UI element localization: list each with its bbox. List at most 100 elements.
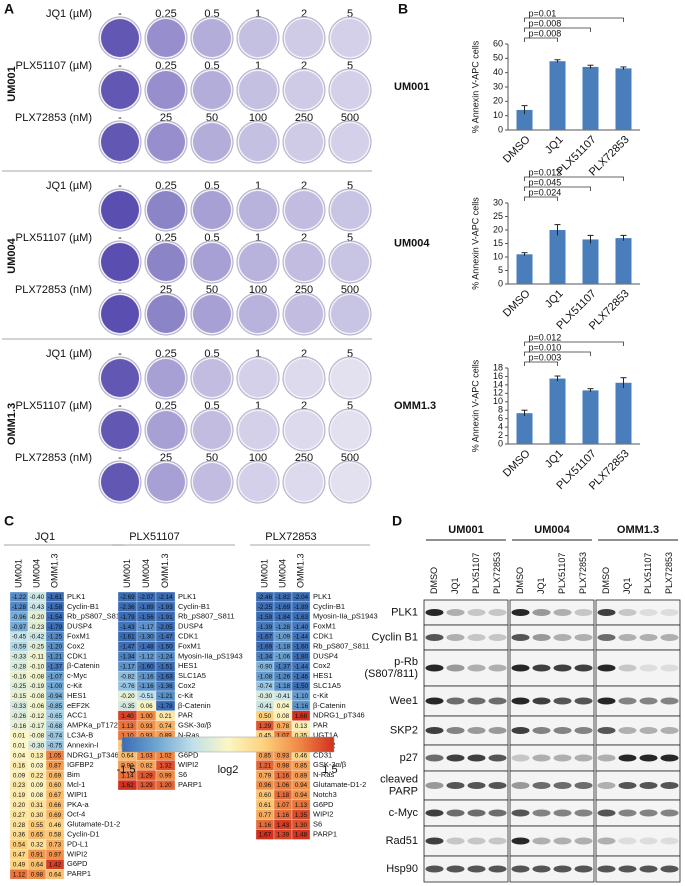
blot-band — [511, 754, 530, 762]
gene-label: Notch3 — [313, 790, 337, 799]
lane-label: PLX51107 — [557, 553, 567, 594]
cell-value: 1.07 — [277, 802, 290, 809]
x-tick-label: JQ1 — [543, 448, 566, 471]
cell-value: -1.34 — [258, 654, 273, 661]
blot-band — [488, 754, 507, 762]
gene-label: Rb_pS807_S811 — [178, 612, 235, 621]
cell-value: 0.32 — [31, 842, 44, 849]
plate-stain — [147, 191, 185, 229]
plate-stain — [285, 243, 323, 281]
heatmap-cell — [45, 869, 65, 880]
protein-label: SKP2 — [390, 724, 418, 736]
cell-line-label: UM001 — [6, 66, 18, 101]
dose-label: 2 — [301, 60, 307, 72]
column-label: UM001 — [122, 559, 132, 588]
column-label: UM001 — [13, 559, 23, 588]
cell-value: 0.99 — [159, 772, 172, 779]
blot-band — [467, 782, 486, 789]
gene-label: S6 — [178, 770, 187, 779]
blot-band — [446, 697, 465, 705]
blot-band — [467, 634, 486, 641]
blot-band — [660, 634, 679, 641]
blot-band — [574, 782, 593, 789]
cell-value: -1.82 — [276, 594, 291, 601]
lane-label: PLX72853 — [492, 552, 502, 594]
cell-value: 1.29 — [259, 723, 272, 730]
cell-value: -1.24 — [158, 654, 173, 661]
cell-value: -1.21 — [48, 654, 63, 661]
panel-label: D — [392, 513, 402, 529]
gene-label: β-Catenin — [178, 701, 211, 710]
cell-value: -0.19 — [30, 683, 45, 690]
cell-value: -0.17 — [30, 723, 45, 730]
cell-value: -1.50 — [294, 683, 309, 690]
cell-value: 0.60 — [259, 792, 272, 799]
plate-stain — [285, 359, 323, 397]
y-tick-label: 0 — [498, 278, 503, 288]
cell-value: 0.93 — [140, 733, 153, 740]
cell-value: -0.41 — [258, 703, 273, 710]
cell-value: -0.16 — [12, 723, 27, 730]
plate — [190, 16, 234, 60]
blot-band — [618, 609, 637, 616]
gene-label: FoxM1 — [313, 622, 336, 631]
blot-band — [425, 727, 444, 734]
blot-band — [639, 809, 658, 817]
blot-band — [618, 809, 637, 817]
plate-stain — [331, 411, 369, 449]
blot-band — [446, 609, 465, 616]
blot-band — [553, 634, 572, 641]
dose-label: 5 — [347, 180, 353, 192]
dose-label: - — [118, 180, 122, 192]
cell-line-label: UM004 — [6, 237, 18, 273]
heatmap-title: PLX72853 — [265, 531, 316, 543]
plate — [328, 188, 372, 232]
y-tick-label: 20 — [493, 224, 503, 234]
plate-stain — [193, 123, 231, 161]
blot-band — [618, 697, 637, 705]
blot-band — [639, 865, 658, 873]
blot-band — [660, 609, 679, 616]
blot-band — [511, 664, 530, 672]
chart-title: UM004 — [394, 237, 430, 249]
cell-value: 1.00 — [140, 713, 153, 720]
cell-value: -0.41 — [276, 693, 291, 700]
drug-label: JQ1 (µM) — [46, 348, 92, 360]
blot-band — [618, 727, 637, 734]
plate-stain — [239, 191, 277, 229]
cell-value: 1.16 — [259, 822, 272, 829]
gene-label: G6PD — [313, 800, 334, 809]
cell-value: -1.84 — [276, 614, 291, 621]
significance-bracket — [524, 196, 558, 201]
protein-label: c-Myc — [389, 807, 419, 819]
cell-value: 1.68 — [295, 713, 308, 720]
significance-bracket — [524, 37, 558, 42]
cell-value: 0.01 — [13, 733, 26, 740]
plate-stain — [147, 123, 185, 161]
plate-stain — [147, 463, 185, 501]
blot-band — [532, 634, 551, 641]
blot-band — [574, 697, 593, 705]
plate — [190, 68, 234, 112]
blot-band — [639, 837, 658, 845]
cell-value: -0.94 — [48, 693, 63, 700]
gene-label: Cox2 — [313, 661, 331, 670]
blot-band — [511, 727, 530, 734]
cell-value: -1.26 — [276, 673, 291, 680]
blot-band — [446, 782, 465, 789]
protein-label: Wee1 — [389, 695, 418, 707]
cell-value: 0.55 — [31, 822, 44, 829]
plate-stain — [147, 243, 185, 281]
x-tick-label: JQ1 — [543, 288, 566, 311]
significance-bracket — [524, 17, 624, 22]
gene-label: PLK1 — [313, 592, 331, 601]
cell-value: -0.90 — [258, 663, 273, 670]
cell-value: -1.09 — [276, 634, 291, 641]
cell-line-header: UM001 — [448, 524, 483, 536]
cell-value: 0.69 — [49, 772, 62, 779]
cell-value: 0.54 — [13, 842, 26, 849]
plate — [190, 460, 234, 504]
gene-label: β-Catenin — [67, 661, 100, 670]
gene-label: WIPI1 — [67, 790, 87, 799]
bar — [516, 254, 533, 284]
